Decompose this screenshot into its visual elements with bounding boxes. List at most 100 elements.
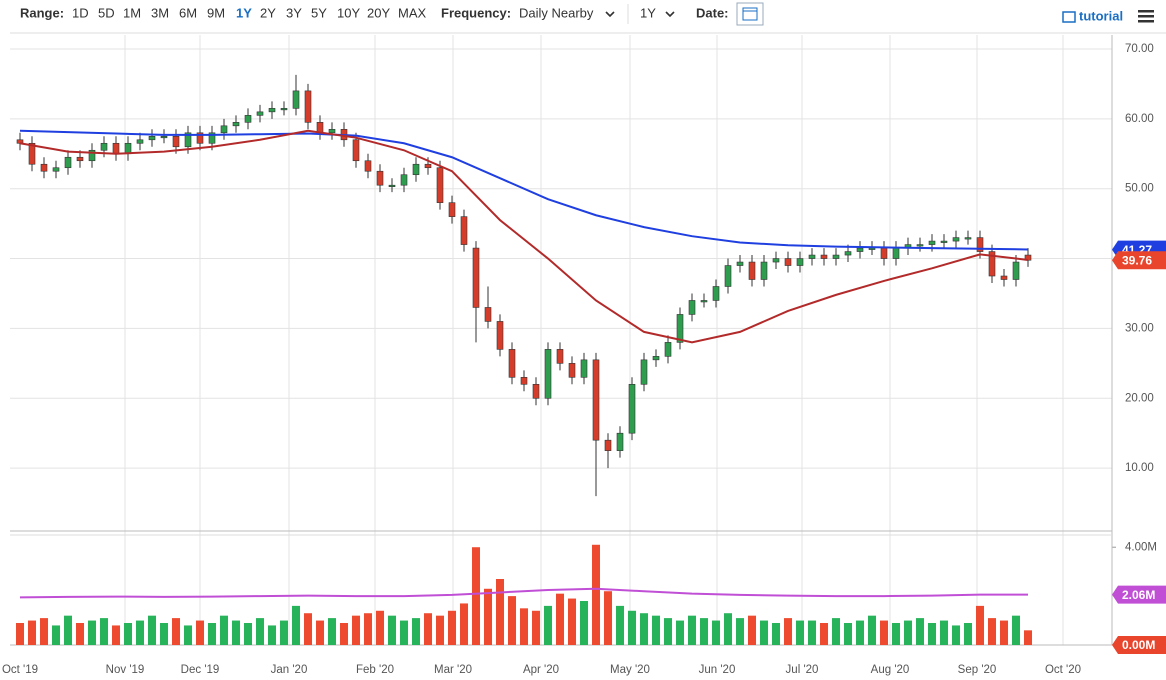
volume-bar	[964, 623, 972, 645]
candle-body	[544, 349, 552, 399]
candle-body	[388, 184, 396, 187]
candle-body	[772, 258, 780, 263]
volume-bar	[856, 620, 864, 645]
volume-bar	[484, 588, 492, 645]
volume-bar	[316, 620, 324, 645]
candle-body	[184, 132, 192, 148]
candle-body	[136, 139, 144, 144]
range-button[interactable]: 1M	[123, 5, 141, 20]
candle-body	[556, 349, 564, 364]
candle-body	[844, 251, 852, 256]
volume-bar	[808, 620, 816, 645]
range-button[interactable]: 2Y	[260, 5, 276, 20]
volume-bar	[196, 620, 204, 645]
range-button[interactable]: 20Y	[367, 5, 390, 20]
candle-body	[352, 139, 360, 162]
volume-bar	[700, 618, 708, 645]
y-tick-label: 50.00	[1125, 183, 1154, 195]
candle-body	[304, 90, 312, 123]
range-button[interactable]: 1D	[72, 5, 89, 20]
range-button[interactable]: 5Y	[311, 5, 327, 20]
candle-body	[16, 139, 24, 144]
candle-body	[412, 163, 420, 176]
range-button[interactable]: 3M	[151, 5, 169, 20]
volume-bar	[304, 613, 312, 645]
range-button[interactable]: 9M	[207, 5, 225, 20]
volume-bar	[1012, 615, 1020, 645]
volume-bar	[364, 613, 372, 645]
chevron	[665, 11, 675, 18]
volume-bar	[1024, 630, 1032, 645]
candle-body	[796, 258, 804, 266]
volume-bar	[88, 620, 96, 645]
candle-body	[400, 174, 408, 186]
value-badge	[1112, 636, 1166, 654]
volume-bar	[940, 620, 948, 645]
candle-body	[640, 359, 648, 385]
candle-body	[256, 111, 264, 116]
candle-body	[568, 363, 576, 378]
menu-button[interactable]	[1138, 10, 1154, 23]
volume-bar	[556, 593, 564, 645]
x-tick-label: May '20	[610, 664, 650, 676]
candle-body	[28, 142, 36, 165]
chevron	[605, 11, 615, 18]
volume-bar	[124, 623, 132, 645]
volume-bar	[616, 605, 624, 645]
volume-bar	[952, 625, 960, 645]
candle-body	[832, 254, 840, 259]
calendar-button[interactable]	[736, 2, 764, 26]
candle-body	[1024, 254, 1032, 261]
y-tick-label: 20.00	[1125, 392, 1154, 404]
volume-bar	[448, 610, 456, 645]
value-badge-label: 0.00M	[1122, 638, 1155, 652]
range-button[interactable]: MAX	[398, 5, 427, 20]
volume-bar	[100, 618, 108, 645]
candle-body	[580, 359, 588, 378]
volume-bar	[256, 618, 264, 645]
period-select[interactable]: 1Y	[640, 5, 656, 20]
volume-bar	[832, 618, 840, 645]
volume-bar	[148, 615, 156, 645]
volume-bar	[544, 605, 552, 645]
candle-body	[712, 286, 720, 301]
volume-bar	[676, 620, 684, 645]
volume-bar	[928, 623, 936, 645]
volume-bar	[580, 601, 588, 645]
candle-body	[76, 156, 84, 162]
frequency-select[interactable]: Daily Nearby	[519, 5, 594, 20]
candle-body	[628, 383, 636, 434]
candle-body	[292, 90, 300, 109]
volume-bar	[748, 615, 756, 645]
volume-bar	[292, 605, 300, 645]
candle-body	[100, 142, 108, 151]
candle-body	[724, 265, 732, 287]
volume-bar	[976, 605, 984, 645]
y-tick-label: 70.00	[1125, 43, 1154, 55]
date-label: Date:	[696, 5, 729, 20]
volume-bar	[772, 623, 780, 645]
candle-body	[892, 247, 900, 259]
range-button[interactable]: 10Y	[337, 5, 360, 20]
x-tick-label: Feb '20	[356, 664, 394, 676]
range-button[interactable]: 6M	[179, 5, 197, 20]
volume-bar	[1000, 620, 1008, 645]
volume-bar	[328, 618, 336, 645]
candle-body	[928, 240, 936, 245]
candle-body	[208, 132, 216, 144]
value-badge-label: 39.76	[1122, 253, 1152, 267]
volume-bar	[496, 579, 504, 645]
volume-bar	[172, 618, 180, 645]
range-button[interactable]: 5D	[98, 5, 115, 20]
candle-body	[424, 163, 432, 169]
volume-bar	[844, 623, 852, 645]
tutorial-link[interactable]: tutorial	[1079, 8, 1123, 23]
candle-body	[280, 108, 288, 111]
candle-body	[64, 156, 72, 169]
x-tick-label: Jan '20	[271, 664, 308, 676]
range-button[interactable]: 1Y	[236, 5, 252, 20]
tutorial-icon	[1062, 11, 1076, 23]
range-button[interactable]: 3Y	[286, 5, 302, 20]
candle-body	[88, 149, 96, 162]
